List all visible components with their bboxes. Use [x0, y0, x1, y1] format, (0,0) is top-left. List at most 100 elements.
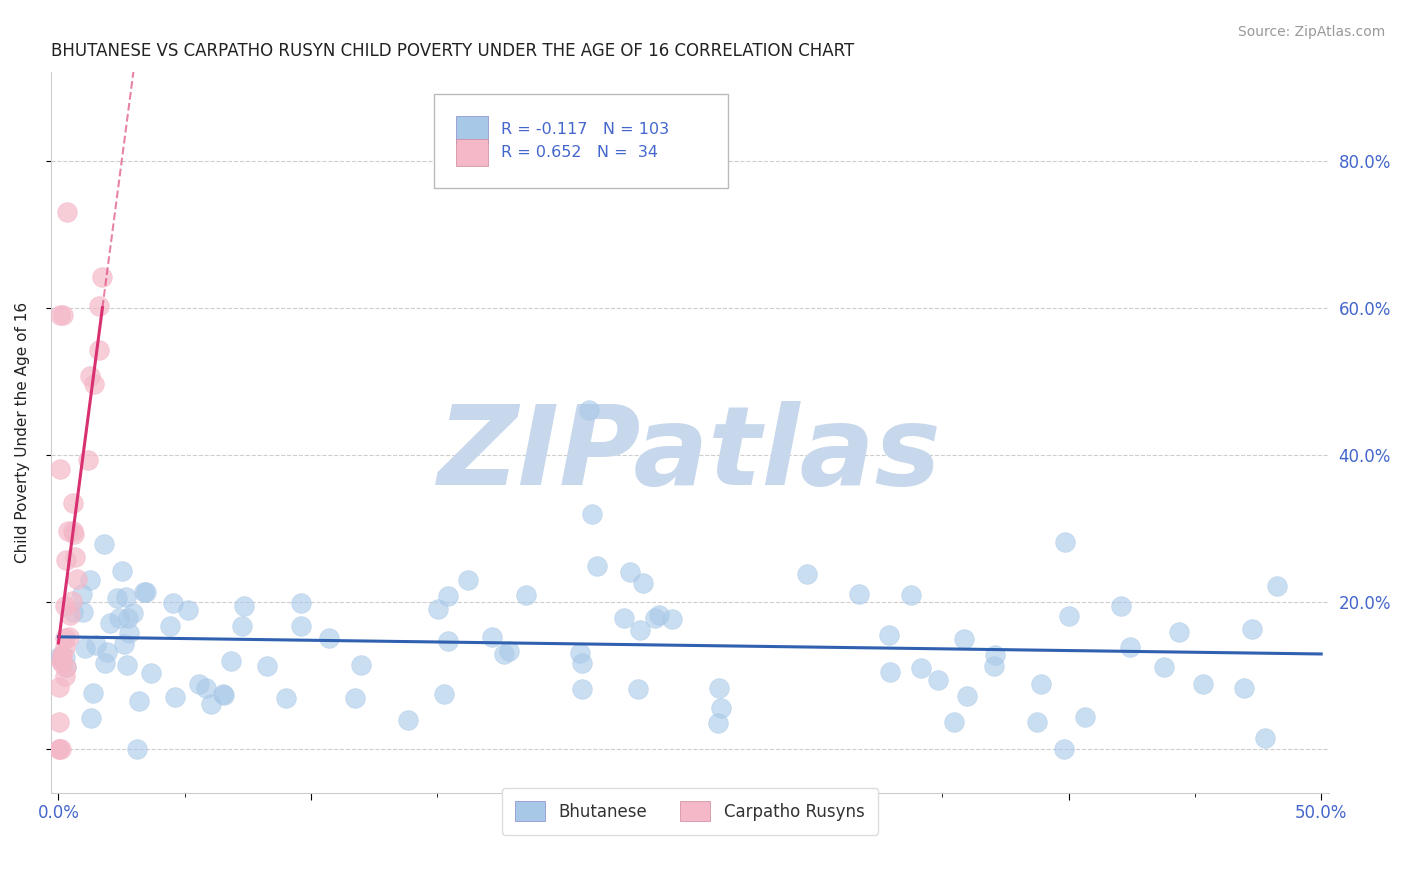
- Point: [568, 646, 591, 660]
- Point: [55, 659, 77, 673]
- Text: BHUTANESE VS CARPATHO RUSYN CHILD POVERTY UNDER THE AGE OF 16 CORRELATION CHART: BHUTANESE VS CARPATHO RUSYN CHILD POVERT…: [51, 42, 853, 60]
- Point: [709, 701, 731, 715]
- Point: [1029, 677, 1052, 691]
- Point: [943, 715, 966, 730]
- Point: [433, 687, 456, 701]
- Point: [51, 649, 73, 664]
- Point: [105, 591, 128, 605]
- Point: [515, 588, 537, 602]
- Point: [1053, 741, 1076, 756]
- Text: R = 0.652   N =  34: R = 0.652 N = 34: [501, 145, 658, 160]
- Point: [112, 637, 135, 651]
- Point: [631, 576, 654, 591]
- Point: [135, 585, 157, 599]
- Point: [571, 682, 593, 697]
- Point: [212, 687, 235, 701]
- Point: [49, 652, 72, 666]
- Point: [457, 573, 479, 587]
- Point: [49, 308, 72, 322]
- Point: [55, 660, 77, 674]
- Point: [212, 688, 235, 702]
- Point: [82, 686, 104, 700]
- Point: [927, 673, 949, 688]
- Point: [613, 611, 636, 625]
- Point: [661, 612, 683, 626]
- Point: [76, 453, 98, 467]
- Point: [53, 599, 76, 614]
- FancyBboxPatch shape: [434, 94, 728, 187]
- Point: [195, 681, 218, 695]
- Point: [49, 648, 72, 663]
- Point: [644, 610, 666, 624]
- Point: [586, 559, 609, 574]
- Point: [648, 607, 671, 622]
- Point: [494, 647, 516, 661]
- Point: [108, 610, 131, 624]
- Point: [118, 626, 141, 640]
- Point: [53, 631, 76, 645]
- Point: [796, 566, 818, 581]
- Point: [128, 694, 150, 708]
- Point: [200, 697, 222, 711]
- Point: [233, 599, 256, 613]
- Text: Source: ZipAtlas.com: Source: ZipAtlas.com: [1237, 25, 1385, 39]
- Point: [115, 658, 138, 673]
- Point: [93, 537, 115, 551]
- Point: [848, 587, 870, 601]
- Point: [79, 573, 101, 587]
- Point: [1233, 681, 1256, 695]
- Bar: [456, 139, 488, 166]
- Point: [52, 308, 75, 322]
- Point: [256, 659, 278, 673]
- Point: [72, 605, 94, 619]
- Point: [48, 714, 70, 729]
- Point: [276, 691, 298, 706]
- Point: [177, 603, 200, 617]
- Point: [1254, 731, 1277, 746]
- Point: [581, 508, 603, 522]
- Point: [134, 585, 156, 599]
- Point: [426, 602, 449, 616]
- Point: [117, 611, 139, 625]
- Point: [139, 666, 162, 681]
- Point: [49, 741, 72, 756]
- Point: [983, 659, 1005, 673]
- Point: [111, 564, 134, 578]
- Point: [1153, 660, 1175, 674]
- Point: [162, 596, 184, 610]
- Point: [1192, 677, 1215, 691]
- Text: ZIPatlas: ZIPatlas: [437, 401, 942, 508]
- Point: [1167, 624, 1189, 639]
- Point: [51, 656, 73, 670]
- Point: [91, 270, 114, 285]
- Point: [73, 640, 96, 655]
- Point: [619, 565, 641, 579]
- Point: [94, 656, 117, 670]
- Point: [122, 606, 145, 620]
- Point: [163, 690, 186, 704]
- Point: [707, 681, 730, 695]
- Point: [125, 741, 148, 756]
- Point: [578, 403, 600, 417]
- Point: [498, 644, 520, 658]
- Point: [879, 665, 901, 679]
- Point: [62, 524, 84, 538]
- Point: [86, 639, 108, 653]
- Point: [219, 654, 242, 668]
- Point: [953, 632, 976, 646]
- Point: [956, 690, 979, 704]
- Point: [1265, 579, 1288, 593]
- Point: [481, 631, 503, 645]
- Point: [87, 343, 110, 357]
- Point: [96, 645, 118, 659]
- Point: [63, 527, 86, 541]
- Point: [900, 588, 922, 602]
- Point: [48, 741, 70, 756]
- Point: [58, 630, 80, 644]
- Point: [56, 205, 79, 219]
- Point: [1074, 710, 1097, 724]
- Point: [628, 623, 651, 637]
- Point: [53, 640, 76, 654]
- Point: [58, 524, 80, 539]
- Point: [60, 593, 83, 607]
